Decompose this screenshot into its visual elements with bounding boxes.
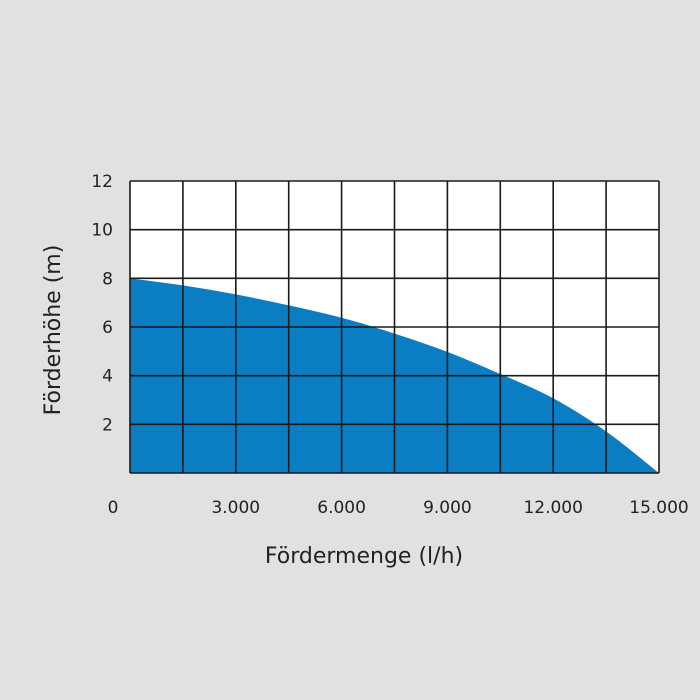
x-tick-label: 0 <box>108 498 119 518</box>
y-axis-label: Förderhöhe (m) <box>41 245 66 416</box>
x-tick-labels: 0 3.000 6.000 9.000 12.000 15.000 <box>108 498 689 518</box>
x-tick-label: 3.000 <box>211 498 260 518</box>
x-tick-label: 6.000 <box>317 498 366 518</box>
y-tick-label: 10 <box>91 221 113 241</box>
x-tick-label: 12.000 <box>523 498 582 518</box>
y-tick-label: 4 <box>102 367 113 387</box>
grid <box>129 180 660 474</box>
x-tick-label: 15.000 <box>629 498 688 518</box>
y-tick-label: 12 <box>91 172 113 192</box>
y-tick-label: 2 <box>102 415 113 435</box>
x-axis-label: Fördermenge (l/h) <box>265 544 463 569</box>
y-tick-label: 6 <box>102 318 113 338</box>
x-tick-label: 9.000 <box>423 498 472 518</box>
y-tick-label: 8 <box>102 269 113 289</box>
y-tick-labels: 2 4 6 8 10 12 <box>91 172 113 435</box>
